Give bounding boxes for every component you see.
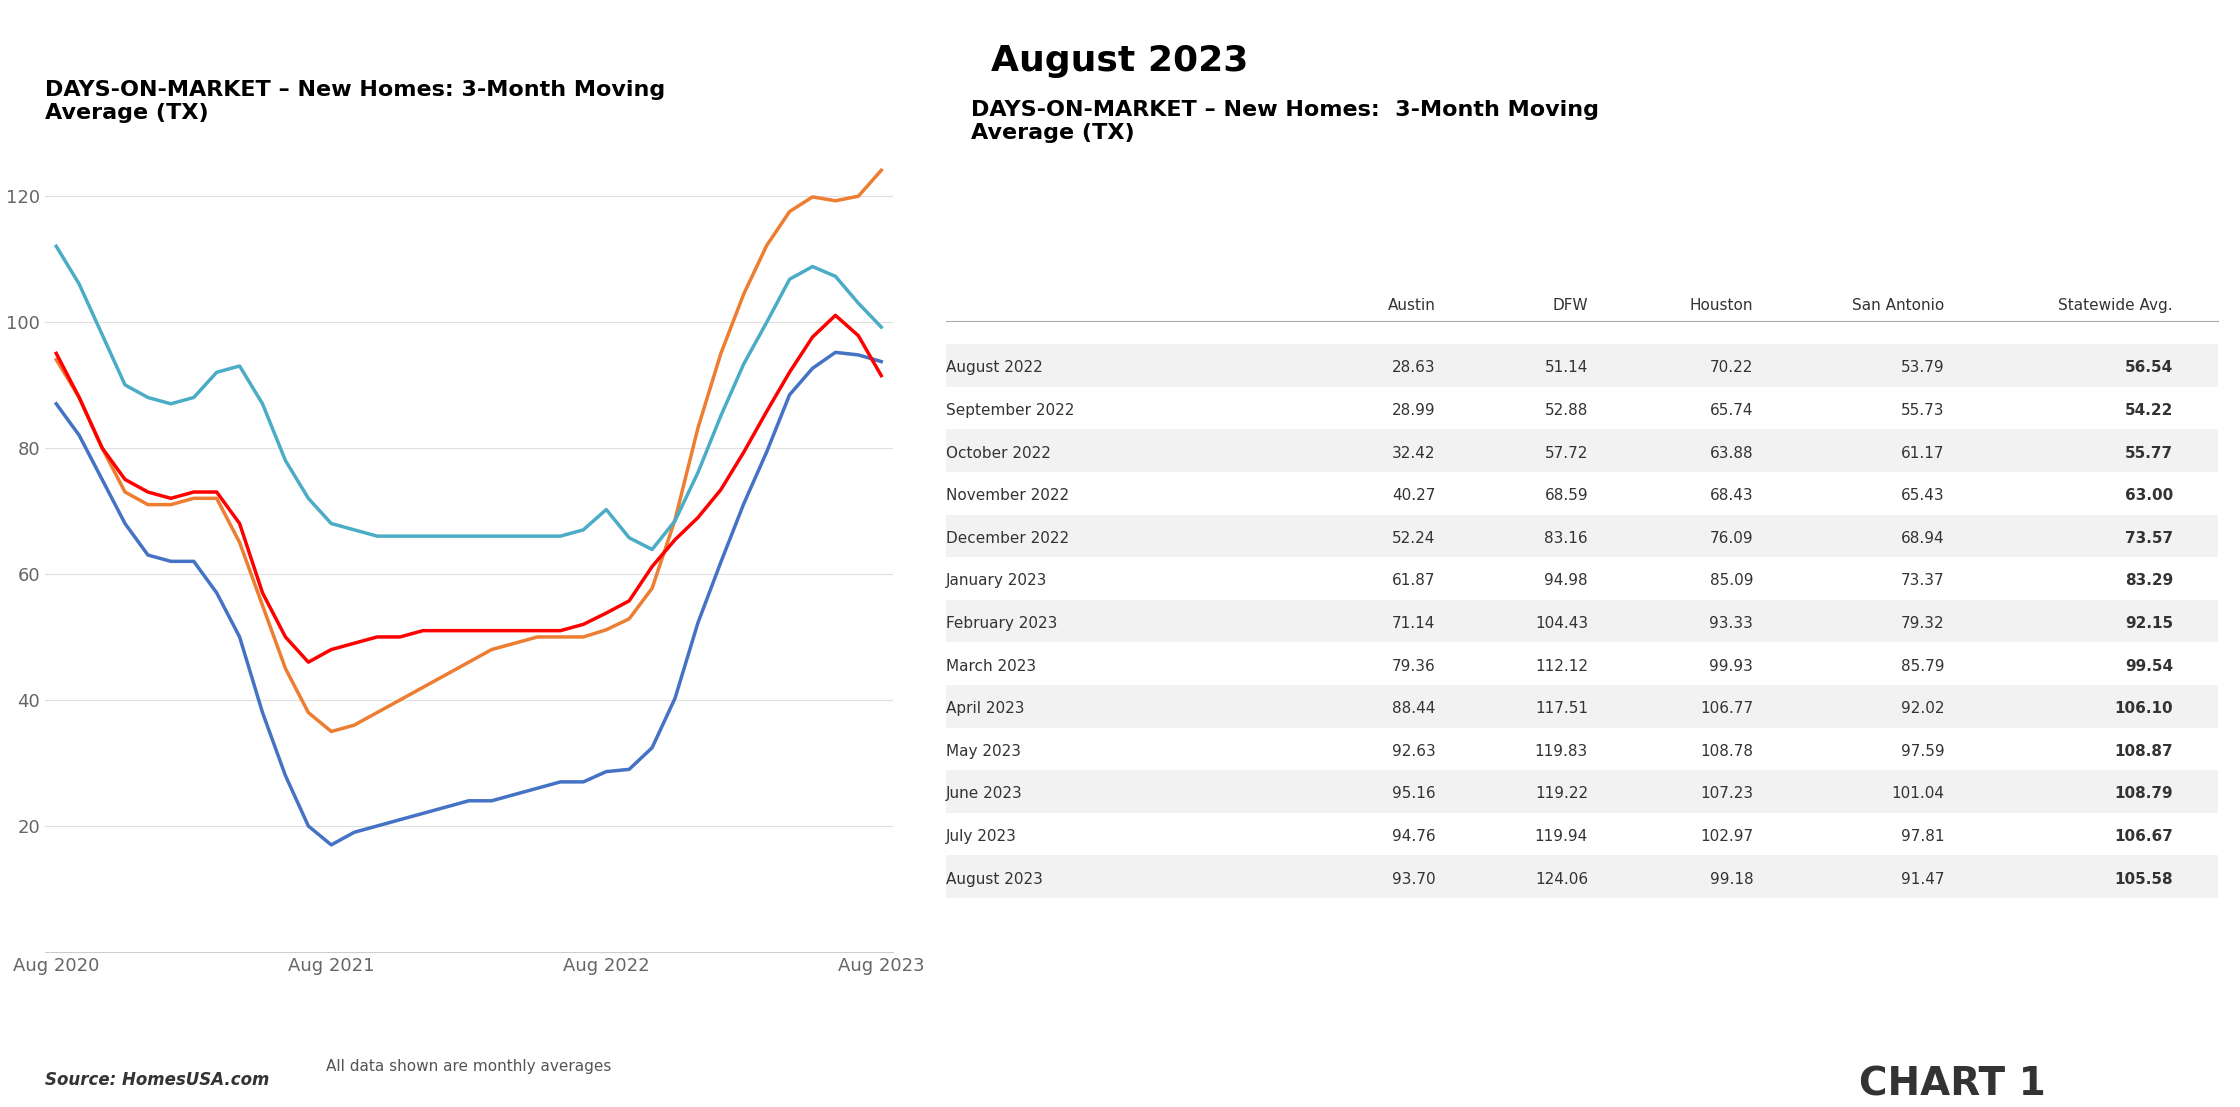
Text: 57.72: 57.72 bbox=[1546, 446, 1588, 461]
Text: 117.51: 117.51 bbox=[1534, 701, 1588, 716]
Text: 63.00: 63.00 bbox=[2126, 488, 2173, 504]
FancyBboxPatch shape bbox=[945, 600, 2218, 642]
Text: 124.06: 124.06 bbox=[1534, 871, 1588, 887]
Text: July 2023: July 2023 bbox=[945, 829, 1017, 844]
Text: 79.36: 79.36 bbox=[1391, 659, 1436, 674]
Text: 32.42: 32.42 bbox=[1391, 446, 1436, 461]
Text: 91.47: 91.47 bbox=[1902, 871, 1944, 887]
Text: 52.24: 52.24 bbox=[1391, 531, 1436, 546]
Text: 94.98: 94.98 bbox=[1543, 573, 1588, 589]
FancyBboxPatch shape bbox=[945, 770, 2218, 813]
Text: 92.02: 92.02 bbox=[1902, 701, 1944, 716]
Text: April 2023: April 2023 bbox=[945, 701, 1024, 716]
Text: 28.99: 28.99 bbox=[1391, 403, 1436, 418]
Text: 112.12: 112.12 bbox=[1534, 659, 1588, 674]
FancyBboxPatch shape bbox=[945, 515, 2218, 557]
Text: All data shown are monthly averages: All data shown are monthly averages bbox=[327, 1058, 612, 1074]
Text: June 2023: June 2023 bbox=[945, 786, 1021, 801]
Text: 68.94: 68.94 bbox=[1900, 531, 1944, 546]
Text: DFW: DFW bbox=[1552, 298, 1588, 313]
Text: 79.32: 79.32 bbox=[1900, 615, 1944, 631]
Text: DAYS-ON-MARKET – New Homes: 3-Month Moving
Average (TX): DAYS-ON-MARKET – New Homes: 3-Month Movi… bbox=[45, 80, 665, 123]
Text: October 2022: October 2022 bbox=[945, 446, 1051, 461]
Text: March 2023: March 2023 bbox=[945, 659, 1035, 674]
Text: 94.76: 94.76 bbox=[1391, 829, 1436, 844]
Text: 73.37: 73.37 bbox=[1900, 573, 1944, 589]
Text: 99.93: 99.93 bbox=[1709, 659, 1754, 674]
Text: 106.10: 106.10 bbox=[2115, 701, 2173, 716]
Text: Statewide Avg.: Statewide Avg. bbox=[2059, 298, 2173, 313]
Text: 85.79: 85.79 bbox=[1902, 659, 1944, 674]
Text: December 2022: December 2022 bbox=[945, 531, 1068, 546]
Text: 106.67: 106.67 bbox=[2115, 829, 2173, 844]
Text: Houston: Houston bbox=[1689, 298, 1754, 313]
Text: 99.54: 99.54 bbox=[2126, 659, 2173, 674]
Text: 99.18: 99.18 bbox=[1709, 871, 1754, 887]
Text: 104.43: 104.43 bbox=[1534, 615, 1588, 631]
Text: 108.87: 108.87 bbox=[2115, 744, 2173, 758]
Text: 55.73: 55.73 bbox=[1902, 403, 1944, 418]
Text: Source: HomesUSA.com: Source: HomesUSA.com bbox=[45, 1070, 269, 1089]
Text: CHART 1: CHART 1 bbox=[1859, 1066, 2045, 1104]
Text: 102.97: 102.97 bbox=[1700, 829, 1754, 844]
Text: 97.59: 97.59 bbox=[1900, 744, 1944, 758]
FancyBboxPatch shape bbox=[945, 344, 2218, 386]
Text: 56.54: 56.54 bbox=[2126, 361, 2173, 375]
Text: 68.59: 68.59 bbox=[1543, 488, 1588, 504]
Text: 85.09: 85.09 bbox=[1709, 573, 1754, 589]
Text: 101.04: 101.04 bbox=[1891, 786, 1944, 801]
Text: 88.44: 88.44 bbox=[1391, 701, 1436, 716]
Text: 51.14: 51.14 bbox=[1546, 361, 1588, 375]
Text: 40.27: 40.27 bbox=[1391, 488, 1436, 504]
Text: January 2023: January 2023 bbox=[945, 573, 1046, 589]
Text: 65.43: 65.43 bbox=[1900, 488, 1944, 504]
Text: 106.77: 106.77 bbox=[1700, 701, 1754, 716]
Text: November 2022: November 2022 bbox=[945, 488, 1068, 504]
Text: 119.94: 119.94 bbox=[1534, 829, 1588, 844]
Text: 108.79: 108.79 bbox=[2115, 786, 2173, 801]
Text: 119.83: 119.83 bbox=[1534, 744, 1588, 758]
Text: 61.17: 61.17 bbox=[1902, 446, 1944, 461]
Text: 71.14: 71.14 bbox=[1391, 615, 1436, 631]
Text: 73.57: 73.57 bbox=[2126, 531, 2173, 546]
Text: 65.74: 65.74 bbox=[1709, 403, 1754, 418]
FancyBboxPatch shape bbox=[945, 856, 2218, 898]
Text: August 2023: August 2023 bbox=[992, 44, 1248, 79]
Text: 93.70: 93.70 bbox=[1391, 871, 1436, 887]
Text: 83.16: 83.16 bbox=[1543, 531, 1588, 546]
Text: 63.88: 63.88 bbox=[1709, 446, 1754, 461]
Text: DAYS-ON-MARKET – New Homes:  3-Month Moving
Average (TX): DAYS-ON-MARKET – New Homes: 3-Month Movi… bbox=[972, 100, 1599, 143]
Text: September 2022: September 2022 bbox=[945, 403, 1075, 418]
Text: 92.15: 92.15 bbox=[2126, 615, 2173, 631]
Text: 76.09: 76.09 bbox=[1709, 531, 1754, 546]
Text: May 2023: May 2023 bbox=[945, 744, 1021, 758]
Text: 53.79: 53.79 bbox=[1900, 361, 1944, 375]
FancyBboxPatch shape bbox=[945, 685, 2218, 727]
Text: San Antonio: San Antonio bbox=[1852, 298, 1944, 313]
Text: 92.63: 92.63 bbox=[1391, 744, 1436, 758]
FancyBboxPatch shape bbox=[945, 430, 2218, 472]
Text: 95.16: 95.16 bbox=[1391, 786, 1436, 801]
Text: 68.43: 68.43 bbox=[1709, 488, 1754, 504]
Text: February 2023: February 2023 bbox=[945, 615, 1057, 631]
Text: 105.58: 105.58 bbox=[2115, 871, 2173, 887]
Text: 55.77: 55.77 bbox=[2126, 446, 2173, 461]
Text: 61.87: 61.87 bbox=[1391, 573, 1436, 589]
Text: 108.78: 108.78 bbox=[1700, 744, 1754, 758]
Text: 107.23: 107.23 bbox=[1700, 786, 1754, 801]
Text: 28.63: 28.63 bbox=[1391, 361, 1436, 375]
Text: Austin: Austin bbox=[1387, 298, 1436, 313]
Text: 97.81: 97.81 bbox=[1902, 829, 1944, 844]
Text: 54.22: 54.22 bbox=[2126, 403, 2173, 418]
Text: 70.22: 70.22 bbox=[1709, 361, 1754, 375]
Text: August 2023: August 2023 bbox=[945, 871, 1042, 887]
Text: 93.33: 93.33 bbox=[1709, 615, 1754, 631]
Text: 83.29: 83.29 bbox=[2126, 573, 2173, 589]
Text: 119.22: 119.22 bbox=[1534, 786, 1588, 801]
Text: August 2022: August 2022 bbox=[945, 361, 1042, 375]
Text: 52.88: 52.88 bbox=[1546, 403, 1588, 418]
